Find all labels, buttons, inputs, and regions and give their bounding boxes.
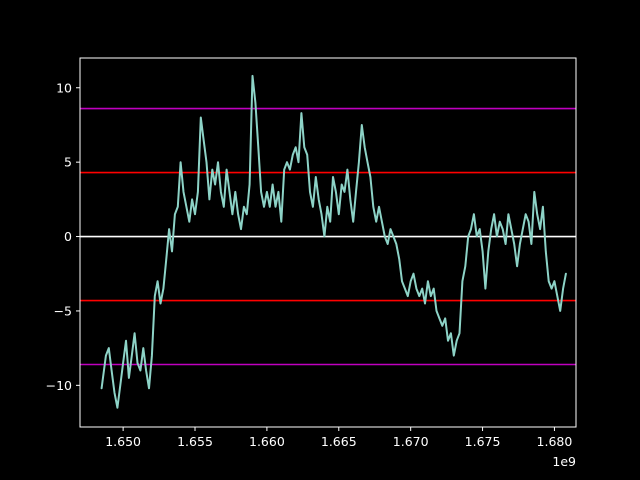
y-tick-label: −10 (46, 378, 72, 393)
y-tick-label: 5 (64, 155, 72, 170)
y-axis-ticks: 10 5 0 −5 −10 (46, 80, 80, 393)
series-line-0 (100, 74, 567, 409)
axes-frame (79, 57, 577, 428)
x-tick-label: 1.675 (465, 434, 501, 449)
y-tick-label: −5 (54, 303, 72, 318)
x-tick-label: 1.655 (177, 434, 213, 449)
x-tick-label: 1.665 (321, 434, 357, 449)
reference-lines (80, 107, 576, 366)
x-tick-label: 1.680 (537, 434, 573, 449)
x-tick-label: 1.660 (249, 434, 285, 449)
x-axis-ticks: 1.650 1.655 1.660 1.665 1.670 1.675 1.680 (105, 427, 572, 449)
y-tick-label: 0 (64, 229, 72, 244)
series-layer (100, 74, 567, 409)
x-tick-label: 1.670 (393, 434, 429, 449)
y-tick-label: 10 (56, 80, 72, 95)
x-tick-label: 1.650 (105, 434, 141, 449)
x-axis-offset-label: 1e9 (552, 454, 576, 469)
